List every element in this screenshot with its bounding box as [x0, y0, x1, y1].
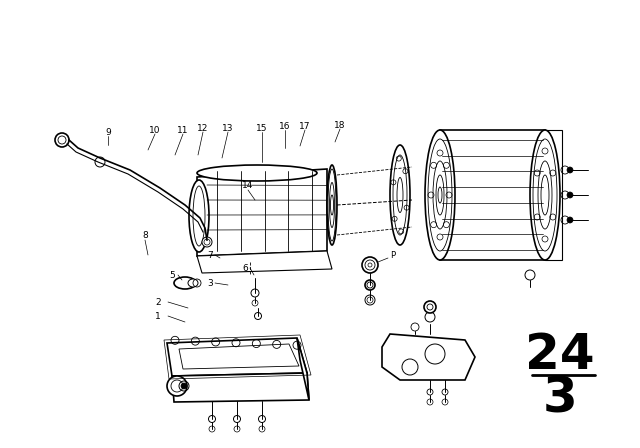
Text: 7: 7 [207, 250, 213, 259]
Ellipse shape [189, 180, 209, 252]
Text: 2: 2 [155, 297, 161, 306]
Text: 9: 9 [105, 128, 111, 137]
Ellipse shape [425, 130, 455, 260]
Circle shape [567, 217, 573, 223]
Polygon shape [197, 169, 327, 256]
Polygon shape [297, 338, 309, 400]
Text: P: P [390, 250, 396, 259]
Text: 11: 11 [177, 125, 189, 134]
Text: 10: 10 [149, 125, 161, 134]
Text: 1: 1 [155, 311, 161, 320]
Text: 5: 5 [169, 271, 175, 280]
Text: 8: 8 [142, 231, 148, 240]
Text: 12: 12 [197, 124, 209, 133]
Text: 18: 18 [334, 121, 346, 129]
Text: 17: 17 [300, 121, 311, 130]
Polygon shape [382, 334, 475, 380]
Circle shape [567, 167, 573, 173]
Ellipse shape [174, 277, 196, 289]
Circle shape [365, 295, 375, 305]
Text: 6: 6 [242, 263, 248, 272]
Text: 15: 15 [256, 124, 268, 133]
Ellipse shape [327, 165, 337, 245]
Text: 14: 14 [243, 181, 253, 190]
Ellipse shape [188, 279, 198, 287]
Polygon shape [197, 251, 332, 273]
Circle shape [95, 157, 105, 167]
Polygon shape [179, 344, 299, 369]
Text: 16: 16 [279, 121, 291, 130]
Circle shape [567, 192, 573, 198]
Circle shape [202, 237, 212, 247]
Ellipse shape [390, 145, 410, 245]
Circle shape [167, 376, 187, 396]
Circle shape [181, 383, 187, 389]
Text: 3: 3 [207, 279, 213, 288]
Circle shape [362, 257, 378, 273]
Polygon shape [545, 130, 562, 260]
Circle shape [365, 280, 375, 290]
Ellipse shape [530, 130, 560, 260]
Circle shape [255, 313, 262, 319]
Circle shape [424, 301, 436, 313]
Text: 3: 3 [543, 374, 577, 422]
Polygon shape [167, 338, 307, 376]
Ellipse shape [197, 165, 317, 181]
Text: 13: 13 [222, 124, 234, 133]
Polygon shape [440, 130, 545, 260]
Text: 24: 24 [525, 331, 595, 379]
Circle shape [55, 133, 69, 147]
Polygon shape [172, 373, 309, 402]
